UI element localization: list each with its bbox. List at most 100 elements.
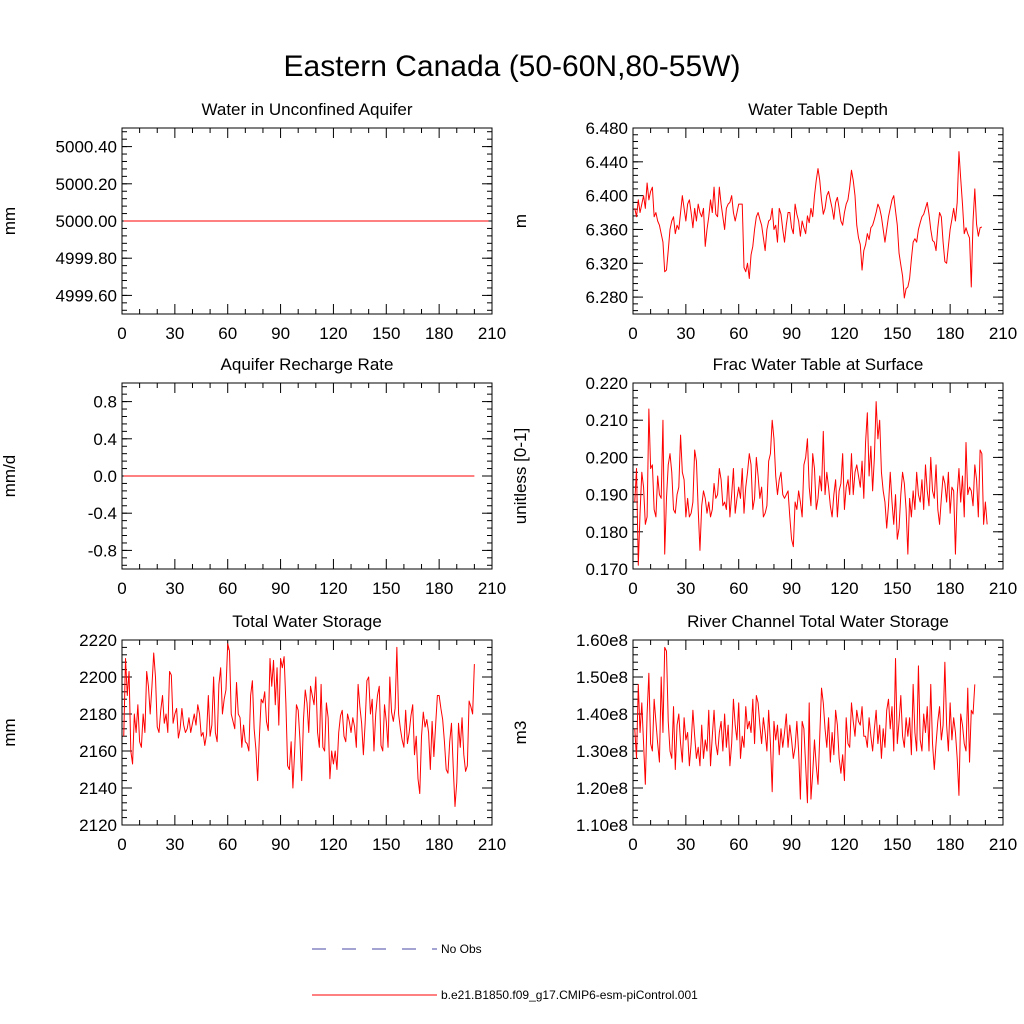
x-tick-label: 60 [218, 579, 237, 598]
x-tick-label: 120 [830, 835, 858, 854]
x-tick-label: 180 [425, 835, 453, 854]
panel-title-frac-water-table-surface: Frac Water Table at Surface [713, 355, 924, 374]
y-tick-label: 1.40e8 [576, 705, 628, 724]
y-tick-label: 0.8 [93, 393, 117, 412]
x-tick-label: 180 [936, 579, 964, 598]
y-tick-label: 0.200 [585, 448, 628, 467]
y-axis-label-frac-water-table-surface: unitless [0-1] [511, 428, 530, 524]
x-tick-label: 150 [883, 324, 911, 343]
y-axis-label-water-in-unconfined-aquifer: mm [0, 207, 19, 235]
y-tick-label: 2120 [79, 816, 117, 835]
x-tick-label: 120 [319, 579, 347, 598]
series-line-river-channel-storage [634, 646, 976, 804]
panel-aquifer-recharge-rate: Aquifer Recharge Rate 0 30 60 90 120 150 180 210… [0, 355, 506, 598]
x-tick-label: 180 [425, 579, 453, 598]
y-tick-label: 0.0 [93, 467, 117, 486]
panel-title-water-in-unconfined-aquifer: Water in Unconfined Aquifer [201, 100, 412, 119]
x-tick-label: 210 [989, 835, 1017, 854]
plot-frame-river-channel-storage [632, 639, 1004, 826]
x-tick-label: 90 [782, 324, 801, 343]
x-tick-label: 210 [478, 324, 506, 343]
x-tick-label: 210 [989, 324, 1017, 343]
y-tick-label: 6.400 [585, 187, 628, 206]
y-tick-label: 2220 [79, 631, 117, 650]
x-tick-label: 60 [729, 835, 748, 854]
y-tick-label: -0.8 [88, 541, 117, 560]
series-line-frac-water-table-surface [634, 401, 988, 566]
y-tick-label: 0.4 [93, 430, 117, 449]
y-tick-label: 0.180 [585, 523, 628, 542]
series-line-total-water-storage [123, 643, 475, 807]
y-axis-label-total-water-storage: mm [0, 718, 19, 746]
y-tick-label: -0.4 [88, 504, 117, 523]
y-tick-label: 5000.20 [56, 175, 117, 194]
panel-frac-water-table-surface: Frac Water Table at Surface 0 30 60 90 120 150… [511, 355, 1017, 598]
panel-title-aquifer-recharge-rate: Aquifer Recharge Rate [221, 355, 394, 374]
y-tick-label: 1.10e8 [576, 816, 628, 835]
y-tick-label: 6.320 [585, 254, 628, 273]
x-tick-label: 180 [936, 835, 964, 854]
x-tick-label: 210 [989, 579, 1017, 598]
panel-title-water-table-depth: Water Table Depth [748, 100, 888, 119]
x-tick-label: 0 [628, 579, 637, 598]
x-tick-label: 30 [165, 835, 184, 854]
y-tick-label: 2180 [79, 705, 117, 724]
panel-title-total-water-storage: Total Water Storage [232, 612, 382, 631]
y-tick-label: 6.440 [585, 153, 628, 172]
y-tick-label: 1.50e8 [576, 668, 628, 687]
y-tick-label: 2200 [79, 668, 117, 687]
x-tick-label: 90 [782, 579, 801, 598]
x-tick-label: 90 [271, 579, 290, 598]
x-tick-label: 0 [117, 324, 126, 343]
y-tick-label: 6.280 [585, 288, 628, 307]
x-tick-label: 180 [936, 324, 964, 343]
x-tick-label: 60 [218, 324, 237, 343]
x-tick-label: 120 [830, 579, 858, 598]
y-tick-label: 6.360 [585, 220, 628, 239]
panel-title-river-channel-storage: River Channel Total Water Storage [687, 612, 949, 631]
legend [312, 948, 437, 996]
x-tick-label: 0 [628, 835, 637, 854]
y-tick-label: 1.60e8 [576, 631, 628, 650]
plot-frame-total-water-storage [121, 639, 493, 826]
y-tick-label: 6.480 [585, 119, 628, 138]
y-tick-label: 4999.80 [56, 249, 117, 268]
panel-total-water-storage: Total Water Storage 0 30 60 90 120 150 180 210 21… [0, 612, 506, 854]
legend-label-no-obs: No Obs [441, 942, 482, 956]
x-tick-label: 0 [117, 579, 126, 598]
y-tick-label: 0.220 [585, 374, 628, 393]
x-tick-label: 60 [729, 579, 748, 598]
x-tick-label: 150 [372, 324, 400, 343]
x-tick-label: 30 [165, 324, 184, 343]
x-tick-label: 30 [676, 579, 695, 598]
x-tick-label: 210 [478, 835, 506, 854]
y-tick-label: 0.210 [585, 411, 628, 430]
plot-frame-water-table-depth [632, 127, 1004, 315]
y-axis-label-river-channel-storage: m3 [511, 721, 530, 745]
y-tick-label: 2160 [79, 742, 117, 761]
panel-river-channel-storage: River Channel Total Water Storage 0 30 60 90… [511, 612, 1017, 854]
y-tick-label: 5000.00 [56, 212, 117, 231]
x-tick-label: 180 [425, 324, 453, 343]
x-tick-label: 150 [372, 579, 400, 598]
legend-label-model: b.e21.B1850.f09_g17.CMIP6-esm-piControl.… [441, 988, 698, 1002]
x-tick-label: 30 [676, 835, 695, 854]
y-tick-label: 2140 [79, 779, 117, 798]
x-tick-label: 60 [729, 324, 748, 343]
y-axis-label-water-table-depth: m [511, 214, 530, 228]
x-tick-label: 0 [628, 324, 637, 343]
y-tick-label: 5000.40 [56, 138, 117, 157]
x-tick-label: 150 [883, 835, 911, 854]
x-tick-label: 150 [372, 835, 400, 854]
x-tick-label: 90 [271, 324, 290, 343]
x-tick-label: 120 [319, 324, 347, 343]
figure-title: Eastern Canada (50-60N,80-55W) [283, 50, 741, 83]
x-tick-label: 90 [271, 835, 290, 854]
panel-water-in-unconfined-aquifer: Water in Unconfined Aquifer 0 30 60 90 120 150… [0, 100, 506, 343]
plot-frame-frac-water-table-surface [632, 382, 1004, 570]
x-tick-label: 120 [830, 324, 858, 343]
series-line-water-table-depth [634, 151, 983, 299]
y-axis-label-aquifer-recharge-rate: mm/d [0, 455, 19, 498]
y-tick-label: 4999.60 [56, 286, 117, 305]
